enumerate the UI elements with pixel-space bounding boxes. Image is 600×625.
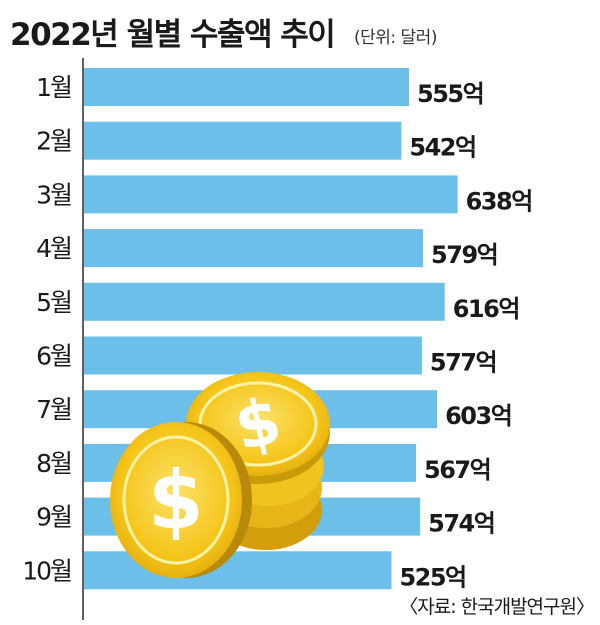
value-label-2: 542억 — [409, 134, 475, 162]
category-label-6: 6월 — [36, 342, 71, 371]
category-label-9: 9월 — [36, 503, 71, 532]
value-label-4: 579억 — [431, 241, 497, 269]
bar-5 — [84, 282, 445, 321]
source-note: 〈자료: 한국개발연구원〉 — [399, 596, 594, 618]
category-label-5: 5월 — [36, 288, 71, 317]
category-label-3: 3월 — [36, 180, 71, 209]
value-label-1: 555억 — [417, 80, 483, 108]
bar-4 — [84, 229, 424, 268]
category-label-8: 8월 — [36, 449, 71, 478]
svg-text:$: $ — [148, 454, 204, 547]
value-labels-group: 555억 542억 638억 579억 616억 577억 603억 567억 574억 525억 — [399, 80, 533, 591]
category-label-4: 4월 — [36, 234, 71, 263]
value-label-3: 638억 — [466, 187, 532, 215]
category-label-2: 2월 — [36, 127, 71, 156]
value-label-5: 616억 — [453, 295, 519, 323]
value-label-6: 577억 — [430, 349, 496, 377]
chart-title: 2022년 월별 수출액 추이 — [10, 17, 334, 53]
category-label-7: 7월 — [36, 395, 71, 424]
value-label-7: 603억 — [445, 402, 511, 430]
bar-1 — [84, 68, 410, 106]
value-label-10: 525억 — [399, 563, 465, 591]
unit-note: (단위: 달러) — [354, 28, 437, 48]
category-label-10: 10월 — [22, 556, 71, 585]
category-label-1: 1월 — [36, 73, 71, 102]
value-label-8: 567억 — [424, 456, 490, 484]
bar-2 — [84, 121, 402, 160]
bar-6 — [84, 336, 422, 375]
bar-3 — [84, 175, 458, 214]
category-labels-group: 1월 2월 3월 4월 5월 6월 7월 8월 9월 10월 — [22, 73, 73, 585]
gold-dollar-coins-icon: $ $ — [110, 372, 330, 578]
value-label-9: 574억 — [428, 510, 494, 538]
bar-10 — [84, 551, 392, 590]
